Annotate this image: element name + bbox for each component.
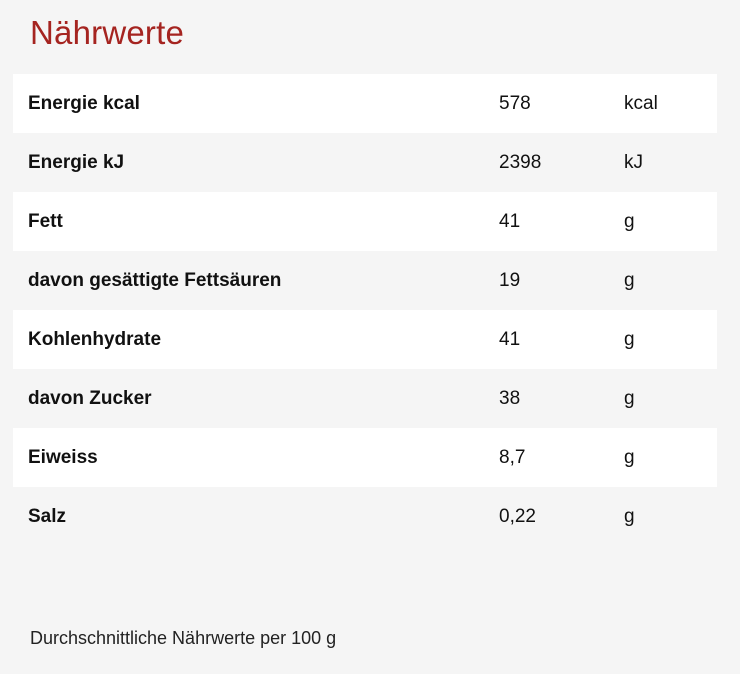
nutrient-value: 38 [499,387,521,409]
nutrient-value: 41 [499,210,521,232]
nutrient-unit: kcal [624,92,658,114]
table-row: Salz 0,22 g [13,487,717,546]
footnote: Durchschnittliche Nährwerte per 100 g [30,628,337,648]
nutrient-name: Fett [28,210,63,232]
table-row: Eiweiss 8,7 g [13,428,717,487]
nutrient-unit: g [624,328,635,350]
table-row: Energie kJ 2398 kJ [13,133,717,192]
nutrient-value: 8,7 [499,446,526,468]
nutrient-value: 578 [499,92,531,114]
nutrient-name: davon gesättigte Fettsäuren [28,269,282,291]
nutrient-value: 2398 [499,151,542,173]
nutrient-unit: g [624,387,635,409]
nutrient-unit: kJ [624,151,643,173]
nutrient-unit: g [624,505,635,527]
section-title: Nährwerte [30,14,185,51]
nutrient-unit: g [624,269,635,291]
nutrient-name: Energie kcal [28,92,140,114]
nutrient-name: Salz [28,505,67,527]
table-row: Fett 41 g [13,192,717,251]
nutrient-unit: g [624,210,635,232]
nutrient-name: Eiweiss [28,446,98,468]
nutrient-value: 41 [499,328,521,350]
table-row: Kohlenhydrate 41 g [13,310,717,369]
table-row: davon gesättigte Fettsäuren 19 g [13,251,717,310]
nutrient-unit: g [624,446,635,468]
nutrient-name: Energie kJ [28,151,125,173]
nutrient-value: 0,22 [499,505,536,527]
table-row: Energie kcal 578 kcal [13,74,717,133]
table-row: davon Zucker 38 g [13,369,717,428]
nutrient-value: 19 [499,269,521,291]
nutrition-table: Energie kcal 578 kcal Energie kJ 2398 kJ Fett 4… [13,74,717,546]
nutrient-name: Kohlenhydrate [28,328,162,350]
nutrient-name: davon Zucker [28,387,152,409]
